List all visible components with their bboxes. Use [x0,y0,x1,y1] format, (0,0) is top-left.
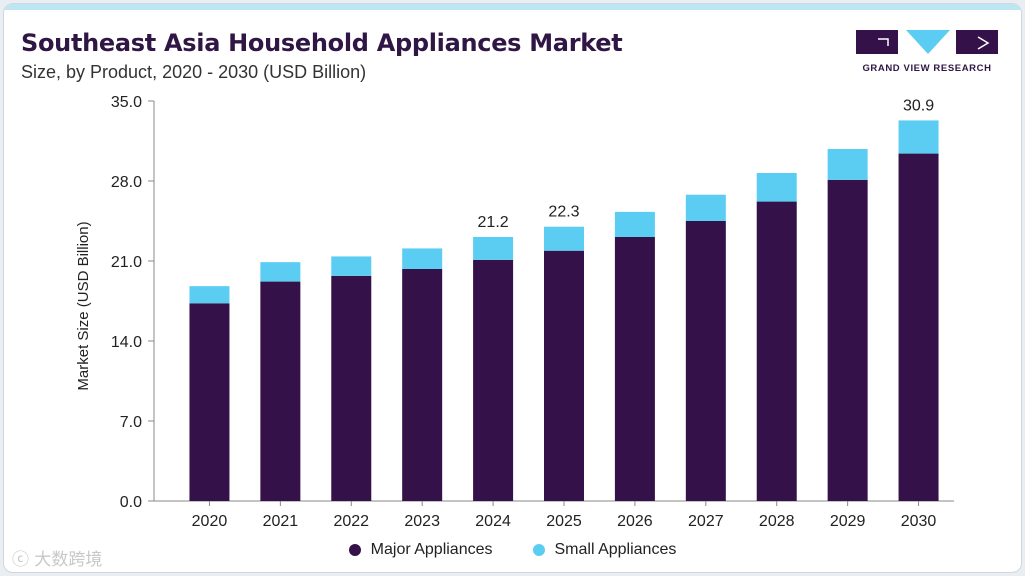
x-tick-label: 2021 [263,513,299,530]
bar-major-appliances-2028 [756,201,797,502]
y-axis-label: Market Size (USD Billion) [75,221,92,390]
legend-item-small-appliances: Small Appliances [532,541,677,559]
bar-major-appliances-2020 [189,303,230,501]
bar-chart: 0.0 7.0 14.0 21.0 28.0 35.0 Market Size (USD B… [75,94,954,530]
data-label-2025: 22.3 [548,204,579,221]
legend-item-major-appliances: Major Appliances [348,541,493,559]
x-tick-label: 2029 [830,513,866,530]
bar-small-appliances-2029 [827,149,868,180]
x-tick-label: 2028 [759,513,795,530]
bar-major-appliances-2030 [898,153,939,502]
x-tick-label: 2026 [617,513,653,530]
x-tick-label: 2024 [475,513,511,530]
bar-major-appliances-2023 [402,269,443,501]
top-accent-bar [4,4,1021,10]
x-tick-label: 2025 [546,513,582,530]
x-tick-label: 2030 [901,513,937,530]
bar-major-appliances-2025 [544,250,584,501]
y-tick-label: 7.0 [120,414,142,431]
watermark: ⓒ 大数跨境 [12,545,102,570]
y-tick-label: 28.0 [111,174,142,191]
bar-small-appliances-2030 [898,120,939,154]
bar-small-appliances-2026 [614,211,655,237]
legend-label: Major Appliances [370,541,493,558]
bar-small-appliances-2024 [473,237,514,260]
data-label-2030: 30.9 [903,97,934,114]
watermark-text: 大数跨境 [34,550,103,570]
bar-small-appliances-2022 [331,256,372,276]
chart-subtitle: Size, by Product, 2020 - 2030 (USD Billi… [21,62,367,82]
legend-swatch [348,544,361,556]
bar-major-appliances-2021 [260,281,301,501]
chart-legend: Major Appliances Small Appliances [4,541,1021,559]
chart-title: Southeast Asia Household Appliances Mark… [21,29,623,57]
y-tick-label: 14.0 [111,334,142,351]
bar-small-appliances-2021 [260,262,301,282]
y-tick-label: 21.0 [111,254,142,271]
bar-major-appliances-2029 [827,179,868,501]
x-tick-label: 2023 [404,513,440,530]
grand-view-research-logo: GRAND VIEW RESEARCH [856,28,998,74]
y-tick-label: 0.0 [120,494,142,511]
x-tick-label: 2022 [333,513,369,530]
bar-small-appliances-2025 [544,226,584,251]
chart-card: Southeast Asia Household Appliances Mark… [3,3,1022,573]
x-tick-label: 2027 [688,513,724,530]
legend-swatch [532,544,545,556]
watermark-icon: ⓒ [12,550,29,570]
gvr-logo-icon [856,30,998,54]
legend-label: Small Appliances [554,541,677,558]
bar-major-appliances-2024 [473,259,514,501]
bar-small-appliances-2027 [685,194,726,221]
bar-small-appliances-2020 [189,286,230,304]
logo-text: GRAND VIEW RESEARCH [862,63,992,74]
x-tick-label: 2020 [192,513,228,530]
bar-major-appliances-2026 [614,237,655,501]
bar-small-appliances-2028 [756,173,797,202]
data-label-2024: 21.2 [478,214,509,231]
bar-major-appliances-2022 [331,275,372,501]
bar-small-appliances-2023 [402,248,443,269]
y-tick-label: 35.0 [111,94,142,111]
bar-major-appliances-2027 [685,221,726,501]
